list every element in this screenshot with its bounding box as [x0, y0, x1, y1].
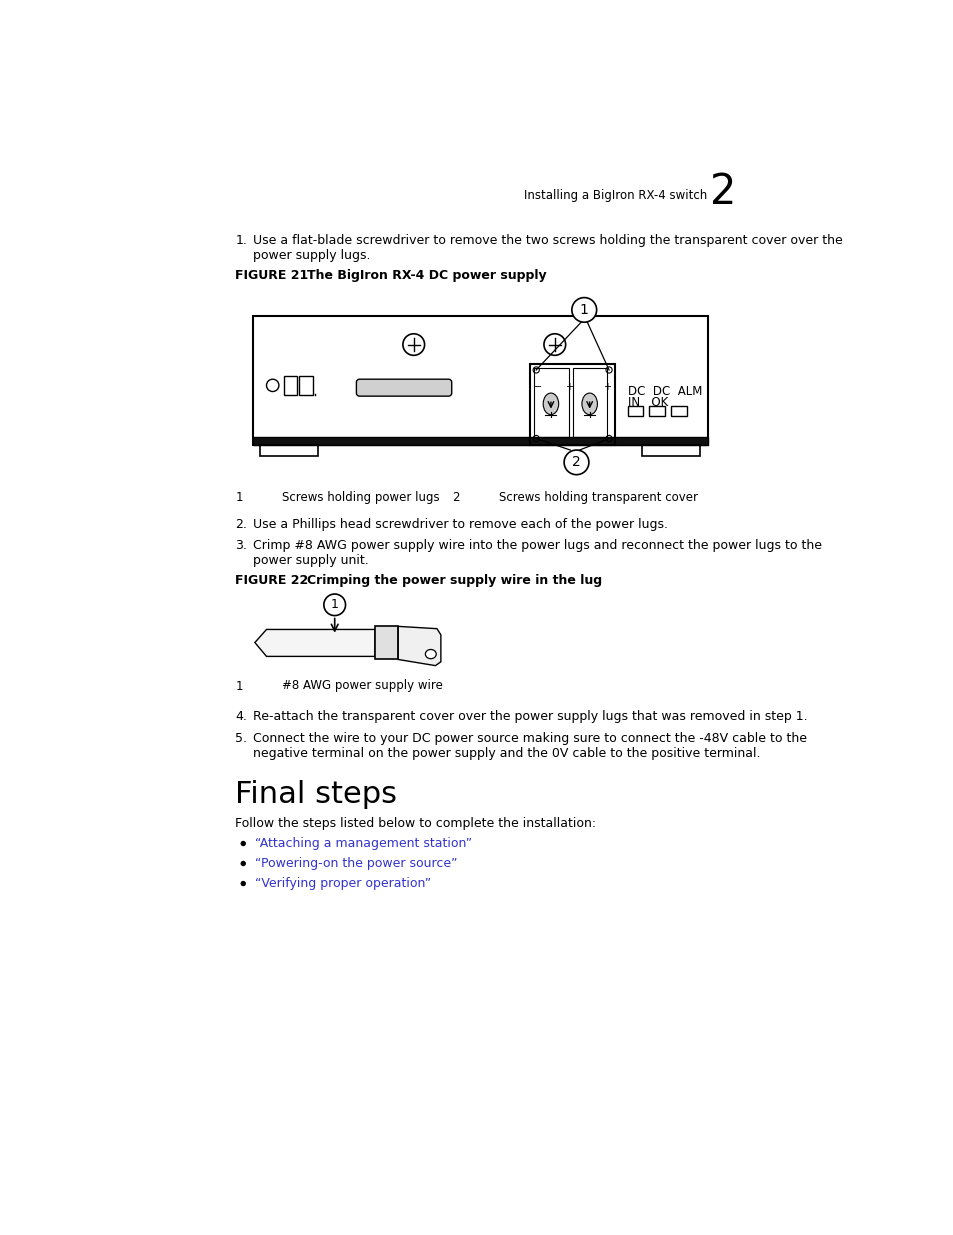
Bar	[649, 406, 664, 416]
Text: 4.: 4.	[235, 710, 247, 724]
Circle shape	[240, 881, 246, 887]
Text: 3.: 3.	[235, 540, 247, 552]
Ellipse shape	[425, 650, 436, 658]
Text: Crimp #8 AWG power supply wire into the power lugs and reconnect the power lugs : Crimp #8 AWG power supply wire into the …	[253, 540, 821, 567]
Text: “Powering-on the power source”: “Powering-on the power source”	[254, 857, 456, 869]
Text: 1: 1	[579, 303, 588, 317]
Ellipse shape	[542, 393, 558, 415]
Bar	[253, 437, 707, 445]
Bar	[375, 626, 397, 659]
Text: +: +	[564, 382, 572, 391]
Text: −: −	[533, 382, 541, 391]
Bar	[253, 316, 707, 445]
Text: 1.: 1.	[235, 235, 247, 247]
Text: “Attaching a management station”: “Attaching a management station”	[254, 837, 472, 850]
Text: 2: 2	[452, 490, 459, 504]
Text: DC  DC  ALM: DC DC ALM	[627, 385, 701, 399]
Bar	[298, 377, 313, 395]
Text: 2: 2	[572, 456, 580, 469]
Polygon shape	[254, 630, 375, 656]
Circle shape	[571, 298, 596, 322]
Text: 5.: 5.	[235, 732, 247, 745]
Bar	[534, 368, 568, 437]
Bar	[572, 368, 607, 437]
Circle shape	[240, 841, 246, 846]
Text: 1: 1	[235, 490, 243, 504]
Bar	[283, 377, 297, 395]
Polygon shape	[397, 626, 440, 666]
Bar	[670, 406, 686, 416]
Text: Use a flat-blade screwdriver to remove the two screws holding the transparent co: Use a flat-blade screwdriver to remove t…	[253, 235, 842, 263]
Text: Follow the steps listed below to complete the installation:: Follow the steps listed below to complet…	[235, 816, 596, 830]
FancyBboxPatch shape	[356, 379, 452, 396]
Text: Screws holding power lugs: Screws holding power lugs	[282, 490, 439, 504]
Text: Crimping the power supply wire in the lug: Crimping the power supply wire in the lu…	[307, 574, 601, 587]
Circle shape	[563, 450, 588, 474]
Bar	[530, 364, 615, 445]
Circle shape	[240, 861, 246, 866]
Ellipse shape	[581, 393, 597, 415]
Text: 2: 2	[709, 172, 736, 214]
Text: Screws holding transparent cover: Screws holding transparent cover	[498, 490, 698, 504]
Text: Connect the wire to your DC power source making sure to connect the -48V cable t: Connect the wire to your DC power source…	[253, 732, 806, 760]
Text: +: +	[603, 382, 611, 391]
Text: 1: 1	[235, 679, 243, 693]
Text: FIGURE 22: FIGURE 22	[235, 574, 309, 587]
Text: Re-attach the transparent cover over the power supply lugs that was removed in s: Re-attach the transparent cover over the…	[253, 710, 807, 724]
Circle shape	[323, 594, 345, 615]
Text: Installing a BigIron RX-4 switch: Installing a BigIron RX-4 switch	[523, 189, 706, 203]
Bar	[627, 406, 642, 416]
Text: #8 AWG power supply wire: #8 AWG power supply wire	[282, 679, 442, 693]
Text: The BigIron RX-4 DC power supply: The BigIron RX-4 DC power supply	[307, 269, 546, 282]
Bar	[641, 445, 700, 456]
Bar	[260, 445, 318, 456]
Text: “Verifying proper operation”: “Verifying proper operation”	[254, 877, 431, 890]
Text: 2.: 2.	[235, 517, 247, 531]
Text: 1: 1	[331, 598, 338, 611]
Text: Final steps: Final steps	[235, 779, 397, 809]
Text: IN   OK: IN OK	[627, 396, 667, 409]
Text: FIGURE 21: FIGURE 21	[235, 269, 309, 282]
Text: Use a Phillips head screwdriver to remove each of the power lugs.: Use a Phillips head screwdriver to remov…	[253, 517, 668, 531]
